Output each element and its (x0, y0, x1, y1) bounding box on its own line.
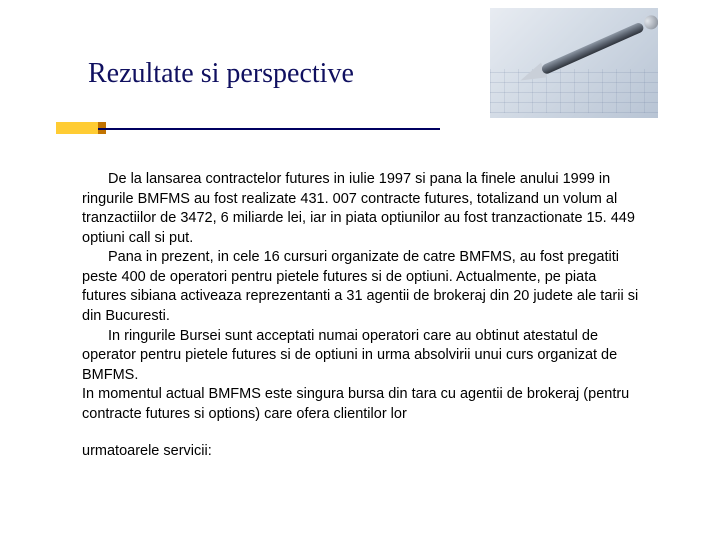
header-image-pen-chart (490, 8, 658, 118)
body-text: De la lansarea contractelor futures in i… (82, 170, 642, 462)
paragraph-2: Pana in prezent, in cele 16 cursuri orga… (82, 248, 642, 326)
accent-bar-icon (56, 122, 98, 134)
paragraph-1: De la lansarea contractelor futures in i… (82, 170, 642, 248)
paragraph-3: In ringurile Bursei sunt acceptati numai… (82, 327, 642, 386)
paragraph-5: urmatoarele servicii: (82, 442, 642, 462)
paragraph-4: In momentul actual BMFMS este singura bu… (82, 385, 642, 424)
slide-title: Rezultate si perspective (88, 58, 354, 90)
title-underline (98, 128, 440, 130)
